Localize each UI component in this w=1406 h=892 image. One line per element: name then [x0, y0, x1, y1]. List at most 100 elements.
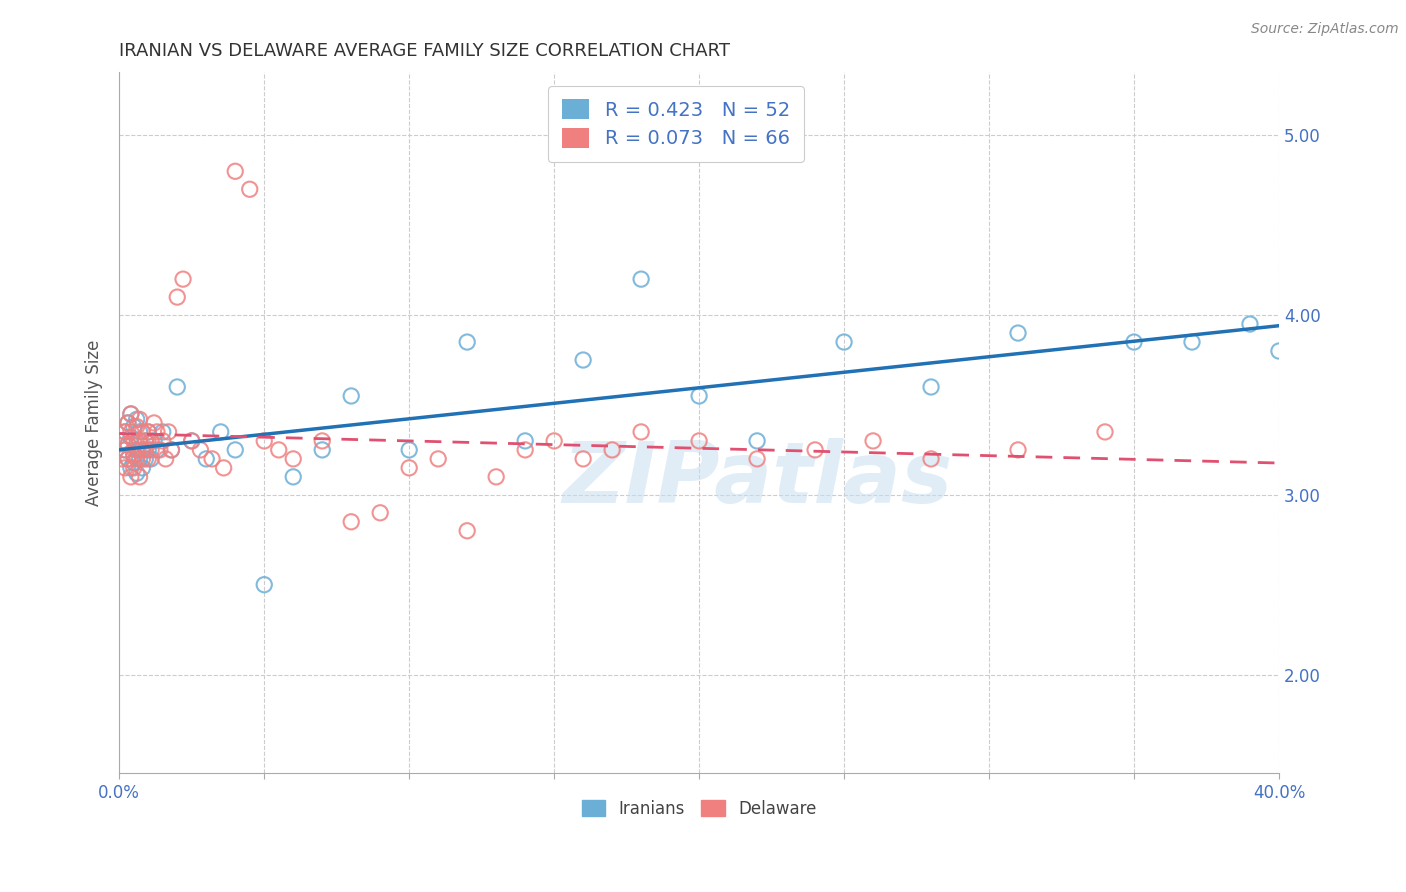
Point: [120, 470, 142, 484]
Point: [1094, 425, 1116, 439]
Point: [122, 448, 145, 462]
Point: [456, 334, 478, 349]
Point: [114, 425, 136, 439]
Point: [122, 419, 145, 434]
Point: [311, 442, 333, 457]
Point: [283, 451, 305, 466]
Point: [125, 442, 148, 457]
Point: [515, 442, 537, 457]
Point: [128, 434, 150, 448]
Point: [224, 442, 246, 457]
Point: [340, 389, 363, 403]
Point: [1123, 334, 1146, 349]
Point: [128, 425, 150, 439]
Point: [160, 442, 183, 457]
Point: [630, 425, 652, 439]
Point: [920, 380, 942, 394]
Point: [688, 389, 710, 403]
Point: [117, 416, 139, 430]
Point: [311, 434, 333, 448]
Point: [125, 442, 148, 457]
Point: [630, 272, 652, 286]
Point: [427, 451, 450, 466]
Point: [125, 451, 148, 466]
Point: [239, 182, 262, 196]
Point: [1268, 344, 1291, 359]
Point: [134, 434, 156, 448]
Point: [114, 442, 136, 457]
Point: [134, 451, 156, 466]
Point: [398, 442, 420, 457]
Point: [804, 442, 827, 457]
Point: [688, 434, 710, 448]
Point: [515, 434, 537, 448]
Point: [368, 506, 391, 520]
Point: [1239, 317, 1261, 331]
Point: [141, 434, 163, 448]
Point: [224, 164, 246, 178]
Point: [152, 434, 174, 448]
Point: [111, 451, 134, 466]
Point: [920, 451, 942, 466]
Point: [166, 290, 188, 304]
Point: [136, 451, 159, 466]
Point: [149, 442, 172, 457]
Point: [253, 577, 276, 591]
Point: [456, 524, 478, 538]
Point: [155, 451, 177, 466]
Point: [543, 434, 565, 448]
Point: [862, 434, 884, 448]
Point: [1007, 326, 1029, 340]
Point: [134, 434, 156, 448]
Point: [117, 416, 139, 430]
Point: [131, 442, 153, 457]
Text: Source: ZipAtlas.com: Source: ZipAtlas.com: [1251, 22, 1399, 37]
Point: [114, 461, 136, 475]
Point: [572, 451, 595, 466]
Point: [125, 419, 148, 434]
Point: [120, 461, 142, 475]
Point: [122, 448, 145, 462]
Point: [117, 437, 139, 451]
Point: [125, 412, 148, 426]
Point: [120, 430, 142, 444]
Point: [283, 470, 305, 484]
Point: [253, 434, 276, 448]
Point: [209, 425, 232, 439]
Point: [114, 442, 136, 457]
Point: [600, 442, 623, 457]
Point: [166, 380, 188, 394]
Point: [160, 442, 183, 457]
Point: [485, 470, 508, 484]
Point: [195, 451, 218, 466]
Legend: Iranians, Delaware: Iranians, Delaware: [575, 793, 823, 825]
Point: [117, 437, 139, 451]
Point: [136, 425, 159, 439]
Point: [117, 451, 139, 466]
Point: [125, 467, 148, 481]
Point: [111, 434, 134, 448]
Point: [190, 442, 212, 457]
Point: [157, 425, 180, 439]
Point: [134, 442, 156, 457]
Y-axis label: Average Family Size: Average Family Size: [86, 340, 103, 506]
Point: [143, 434, 166, 448]
Point: [128, 412, 150, 426]
Point: [152, 425, 174, 439]
Point: [117, 451, 139, 466]
Point: [146, 442, 169, 457]
Point: [131, 461, 153, 475]
Point: [398, 461, 420, 475]
Text: IRANIAN VS DELAWARE AVERAGE FAMILY SIZE CORRELATION CHART: IRANIAN VS DELAWARE AVERAGE FAMILY SIZE …: [120, 42, 730, 60]
Point: [136, 442, 159, 457]
Point: [128, 470, 150, 484]
Point: [122, 434, 145, 448]
Point: [136, 425, 159, 439]
Point: [122, 455, 145, 469]
Point: [120, 425, 142, 439]
Text: ZIPatlas: ZIPatlas: [562, 437, 952, 521]
Point: [745, 451, 768, 466]
Point: [141, 442, 163, 457]
Point: [1007, 442, 1029, 457]
Point: [212, 461, 235, 475]
